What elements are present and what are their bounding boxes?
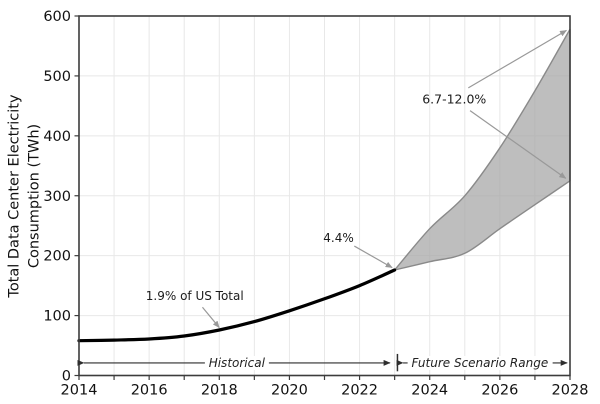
annotation-1-9-percent: 1.9% of US Total — [145, 288, 244, 303]
x-tick-label: 2022 — [341, 383, 378, 399]
future-period-label: Future Scenario Range — [407, 355, 553, 370]
x-tick-label: 2018 — [201, 383, 238, 399]
annotation-arrow — [354, 245, 393, 269]
x-tick-label: 2028 — [552, 383, 589, 399]
x-tick-label: 2026 — [481, 383, 518, 399]
annotation-arrow — [201, 306, 220, 328]
historical-line — [77, 268, 397, 343]
y-tick-label: 200 — [43, 249, 71, 265]
x-tick-label: 2020 — [271, 383, 308, 399]
annotation-4-4-percent: 4.4% — [323, 231, 354, 246]
annotation-arrow — [469, 110, 567, 179]
x-tick-label: 2016 — [131, 383, 168, 399]
annotation-arrow — [467, 29, 567, 89]
annotation-6-7-12-percent: 6.7-12.0% — [422, 91, 487, 107]
y-tick-label: 500 — [43, 69, 71, 85]
y-tick-label: 400 — [43, 129, 71, 145]
y-tick-label: 100 — [43, 309, 71, 325]
y-axis-label: Total Data Center Electricity Consumptio… — [5, 94, 44, 297]
y-tick-label: 300 — [43, 189, 71, 205]
y-axis-label-line2: Consumption (TWh) — [26, 123, 42, 269]
y-axis-label-line1: Total Data Center Electricity — [6, 94, 23, 298]
x-tick-label: 2014 — [61, 383, 98, 399]
x-tick-label: 2024 — [411, 383, 448, 399]
historical-period-label: Historical — [204, 355, 269, 370]
future-scenario-band — [393, 28, 571, 271]
y-tick-label: 600 — [43, 9, 71, 25]
y-tick-label: 0 — [62, 369, 71, 385]
